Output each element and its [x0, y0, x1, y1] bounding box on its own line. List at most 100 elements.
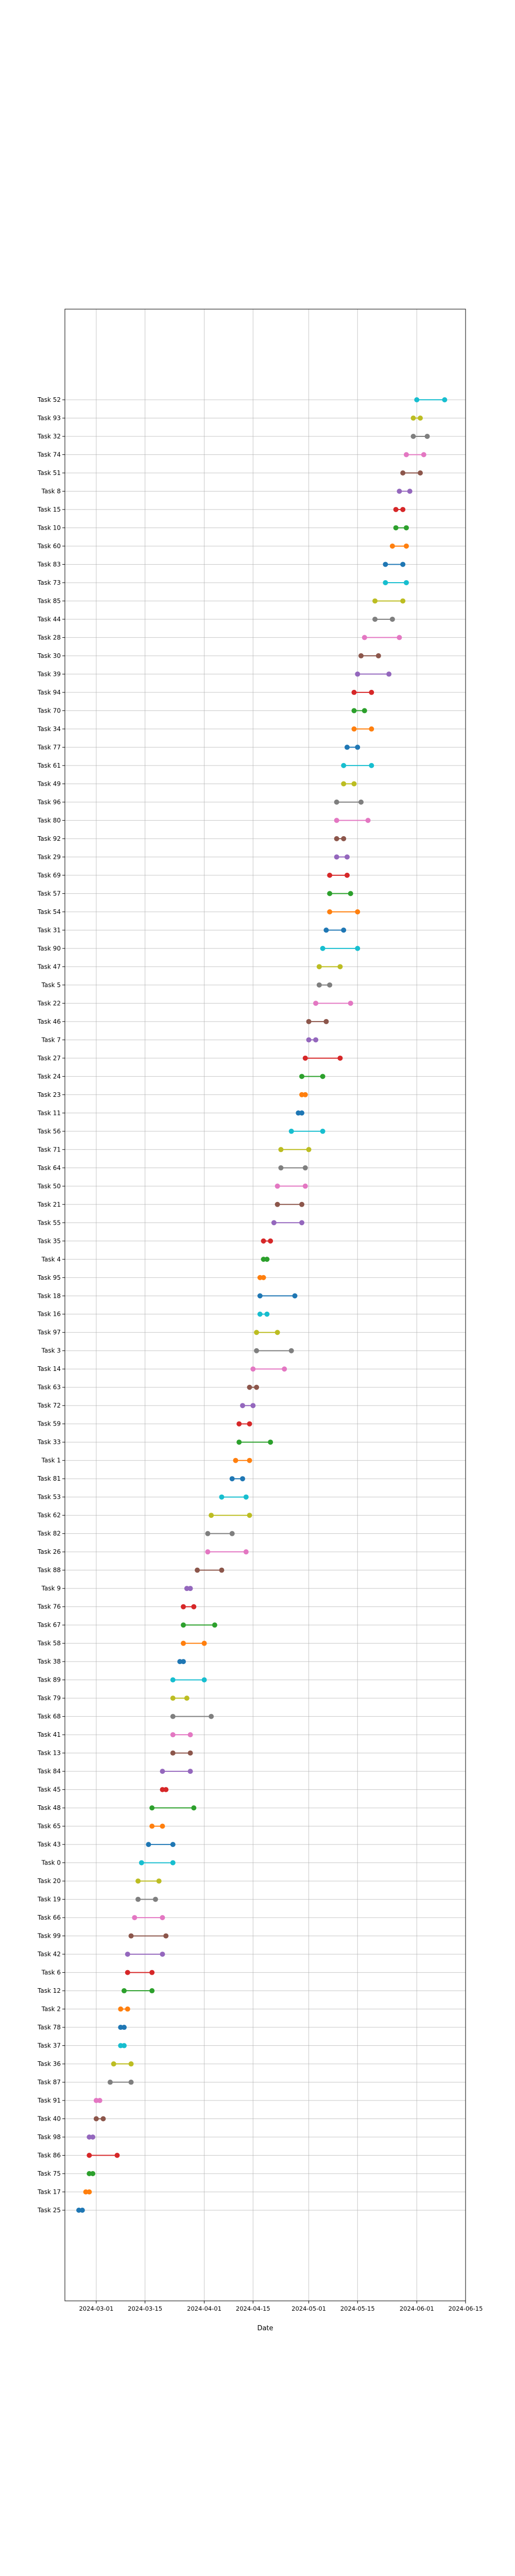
- y-tick-label: Task 51: [37, 469, 61, 477]
- task-start-point: [149, 1823, 155, 1829]
- y-tick-label: Task 22: [37, 999, 61, 1007]
- task-end-point: [337, 1055, 343, 1061]
- y-tick-label: Task 43: [37, 1841, 61, 1848]
- task-start-point: [351, 689, 357, 695]
- y-tick-label: Task 0: [41, 1859, 61, 1867]
- task-end-point: [302, 1165, 308, 1171]
- task-start-point: [372, 616, 378, 622]
- task-end-point: [156, 1878, 162, 1884]
- y-tick-label: Task 83: [37, 561, 61, 568]
- task-end-point: [358, 799, 364, 805]
- task-end-point: [323, 1019, 329, 1024]
- task-end-point: [400, 562, 406, 567]
- y-tick-label: Task 60: [37, 543, 61, 550]
- task-end-point: [201, 1640, 207, 1646]
- y-tick-label: Task 95: [37, 1274, 61, 1281]
- y-tick-label: Task 13: [37, 1750, 61, 1757]
- task-end-point: [163, 1787, 169, 1792]
- x-tick-label: 2024-04-01: [187, 2305, 221, 2312]
- task-start-point: [219, 1494, 225, 1500]
- y-tick-label: Task 40: [37, 2115, 61, 2123]
- task-start-point: [393, 525, 399, 531]
- task-start-point: [170, 1750, 176, 1756]
- task-start-point: [334, 799, 339, 805]
- y-tick-label: Task 86: [37, 2152, 61, 2159]
- task-start-point: [327, 891, 333, 896]
- task-end-point: [403, 525, 409, 531]
- task-start-point: [236, 1439, 242, 1445]
- y-tick-label: Task 77: [37, 743, 61, 751]
- y-tick-label: Task 57: [37, 890, 61, 897]
- y-tick-label: Task 78: [37, 2024, 61, 2031]
- y-tick-label: Task 20: [37, 1877, 61, 1885]
- task-end-point: [219, 1567, 225, 1573]
- task-end-point: [389, 616, 395, 622]
- task-start-point: [397, 488, 402, 494]
- task-end-point: [247, 1421, 252, 1427]
- task-end-point: [362, 708, 367, 714]
- task-end-point: [397, 635, 402, 640]
- y-tick-label: Task 27: [37, 1055, 61, 1062]
- y-tick-label: Task 7: [41, 1036, 61, 1043]
- y-tick-label: Task 93: [37, 414, 61, 421]
- task-start-point: [209, 1513, 214, 1518]
- y-tick-label: Task 52: [37, 396, 61, 403]
- task-start-point: [274, 1183, 280, 1189]
- task-end-point: [375, 653, 381, 658]
- task-start-point: [316, 964, 322, 970]
- task-start-point: [125, 1952, 130, 1957]
- y-tick-label: Task 37: [37, 2042, 61, 2049]
- task-end-point: [114, 2153, 120, 2158]
- task-start-point: [389, 543, 395, 549]
- task-end-point: [122, 2025, 127, 2030]
- task-end-point: [442, 397, 448, 402]
- y-tick-label: Task 89: [37, 1676, 61, 1684]
- task-start-point: [327, 872, 333, 878]
- y-tick-label: Task 97: [37, 1329, 61, 1336]
- task-start-point: [358, 653, 364, 658]
- task-end-point: [337, 964, 343, 970]
- task-end-point: [87, 2189, 92, 2195]
- task-end-point: [348, 891, 353, 896]
- task-end-point: [79, 2208, 85, 2213]
- y-tick-label: Task 50: [37, 1182, 61, 1190]
- task-end-point: [243, 1494, 249, 1500]
- x-tick-label: 2024-05-15: [340, 2305, 375, 2312]
- task-end-point: [90, 2134, 96, 2140]
- y-tick-label: Task 59: [37, 1420, 61, 1428]
- task-start-point: [128, 1933, 134, 1939]
- task-start-point: [170, 1677, 176, 1683]
- y-tick-label: Task 82: [37, 1530, 61, 1537]
- task-start-point: [306, 1019, 312, 1024]
- y-tick-label: Task 14: [37, 1365, 61, 1372]
- task-end-point: [149, 1970, 155, 1975]
- y-tick-label: Task 63: [37, 1384, 61, 1391]
- task-start-point: [111, 2061, 116, 2067]
- task-end-point: [400, 506, 406, 512]
- task-start-point: [181, 1604, 186, 1609]
- y-tick-label: Task 56: [37, 1128, 61, 1135]
- y-tick-label: Task 10: [37, 524, 61, 531]
- y-tick-label: Task 39: [37, 670, 61, 677]
- task-end-point: [247, 1513, 252, 1518]
- y-tick-label: Task 47: [37, 963, 61, 970]
- y-tick-label: Task 42: [37, 1951, 61, 1958]
- x-tick-label: 2024-06-15: [449, 2305, 483, 2312]
- task-end-point: [369, 726, 374, 732]
- x-tick-label: 2024-04-15: [236, 2305, 270, 2312]
- task-start-point: [372, 598, 378, 604]
- x-tick-label: 2024-03-01: [79, 2305, 113, 2312]
- y-tick-label: Task 28: [37, 634, 61, 641]
- task-end-point: [268, 1439, 273, 1445]
- task-end-point: [125, 2006, 130, 2012]
- y-tick-label: Task 30: [37, 652, 61, 659]
- task-start-point: [122, 1988, 127, 1994]
- task-end-point: [341, 836, 347, 841]
- x-tick-labels: 2024-03-01 2024-03-15 2024-04-01 2024-04-15…: [79, 2305, 483, 2312]
- y-tick-labels: Task 52 Task 93 Task 32 Task 74 Task 51 Task …: [37, 396, 61, 2214]
- task-end-point: [163, 1933, 169, 1939]
- task-start-point: [107, 2079, 113, 2085]
- task-start-point: [344, 744, 350, 750]
- task-end-point: [100, 2116, 106, 2122]
- task-end-point: [365, 818, 371, 823]
